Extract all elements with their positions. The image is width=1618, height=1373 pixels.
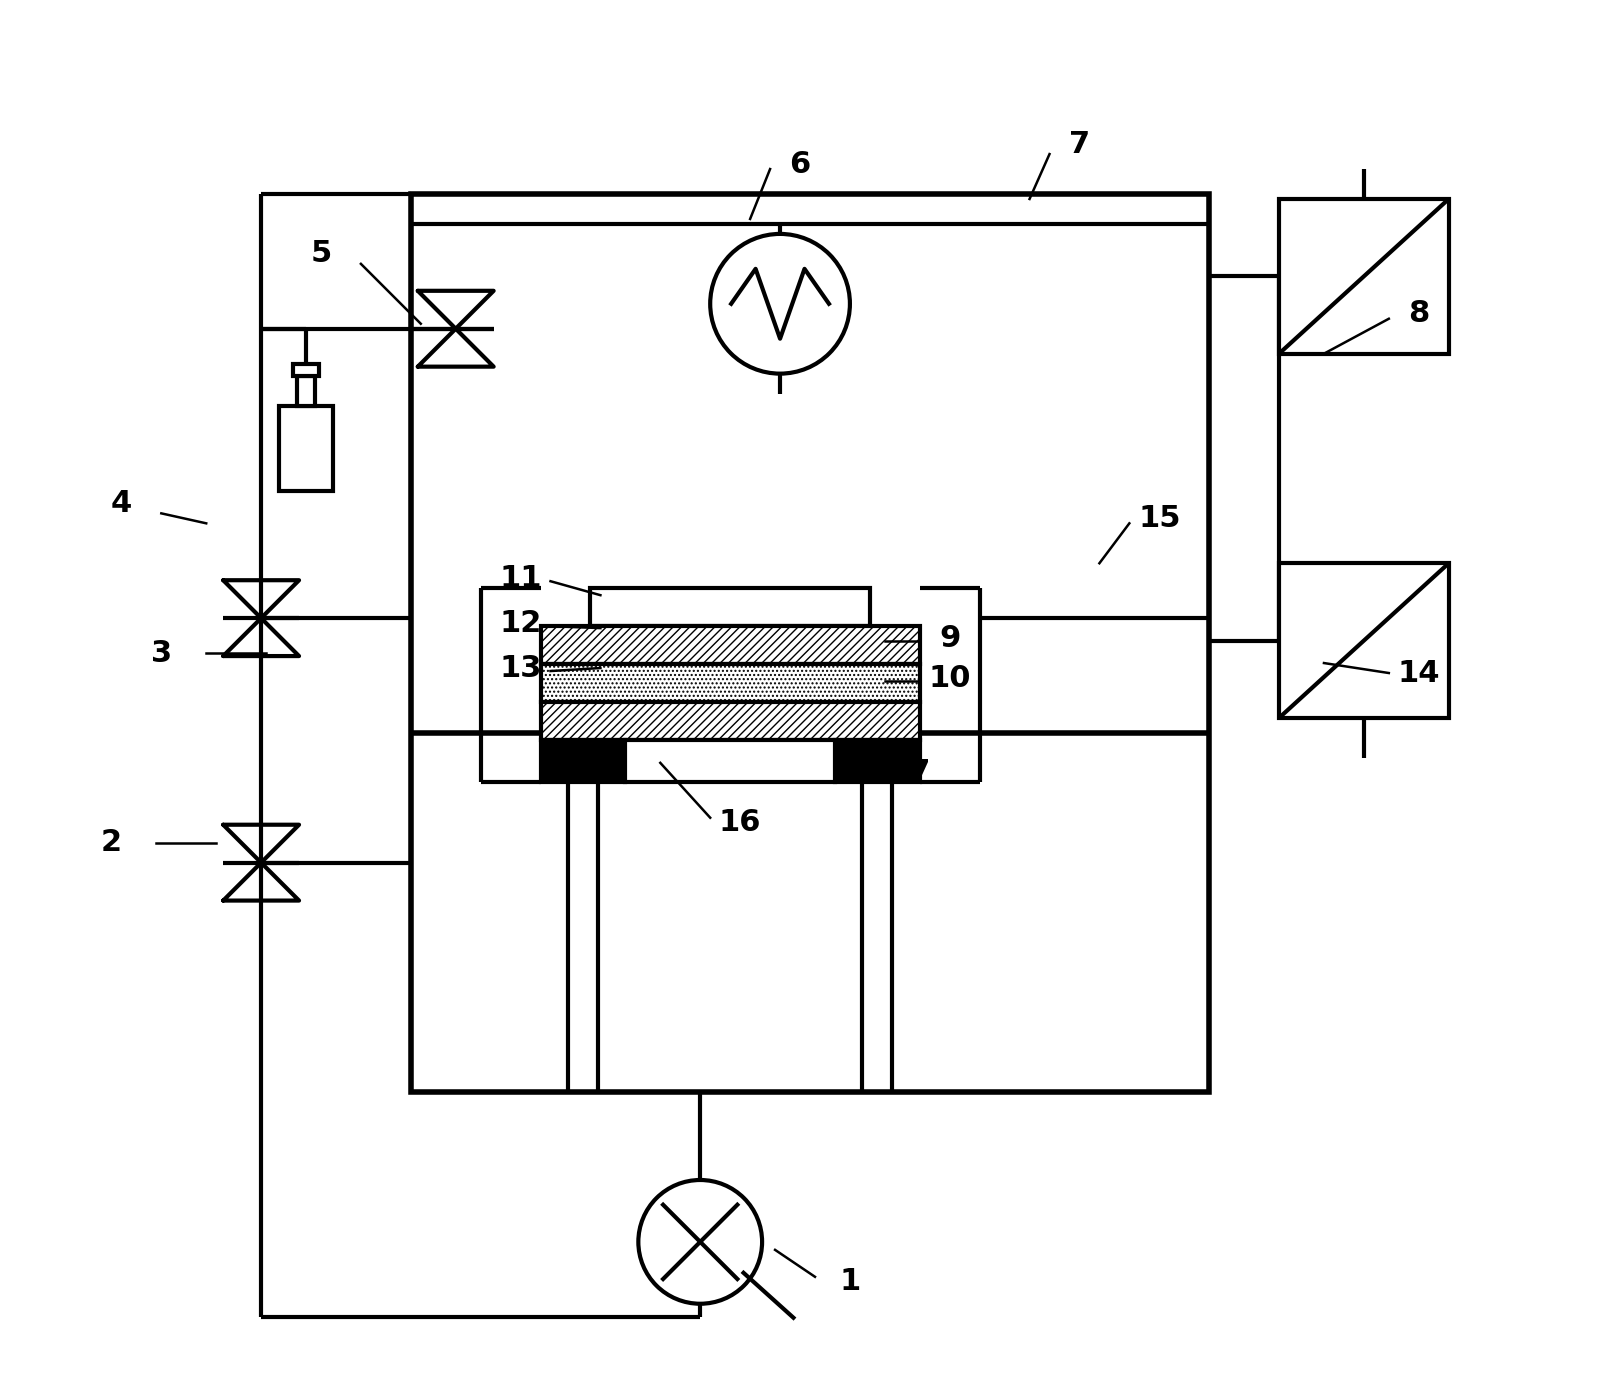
Text: 2: 2 (100, 828, 121, 857)
Text: 17: 17 (888, 758, 930, 787)
Bar (293, 364, 319, 376)
Text: 15: 15 (1137, 504, 1181, 533)
Text: 11: 11 (500, 564, 542, 593)
Text: 6: 6 (790, 150, 811, 178)
Circle shape (639, 1179, 762, 1304)
Bar (835, 740, 919, 781)
Bar (278, 406, 333, 492)
Bar (591, 588, 870, 626)
Bar (540, 665, 919, 702)
Text: 8: 8 (1408, 299, 1429, 328)
Text: 13: 13 (500, 654, 542, 682)
Bar (540, 702, 919, 740)
Bar (298, 376, 316, 406)
Text: 5: 5 (311, 239, 332, 268)
Text: 9: 9 (938, 623, 961, 652)
Bar (540, 626, 919, 665)
Text: 14: 14 (1398, 659, 1440, 688)
Text: 16: 16 (718, 809, 762, 838)
Text: 7: 7 (1069, 129, 1091, 159)
Text: 3: 3 (150, 638, 172, 667)
Text: 1: 1 (840, 1267, 861, 1296)
Text: 12: 12 (500, 608, 542, 637)
Bar (1280, 199, 1448, 354)
Text: 4: 4 (110, 489, 133, 518)
Bar (540, 740, 626, 781)
Circle shape (710, 233, 849, 373)
Bar (626, 740, 835, 781)
Text: 10: 10 (929, 663, 971, 692)
Bar (1280, 563, 1448, 718)
Bar (411, 194, 1209, 1092)
